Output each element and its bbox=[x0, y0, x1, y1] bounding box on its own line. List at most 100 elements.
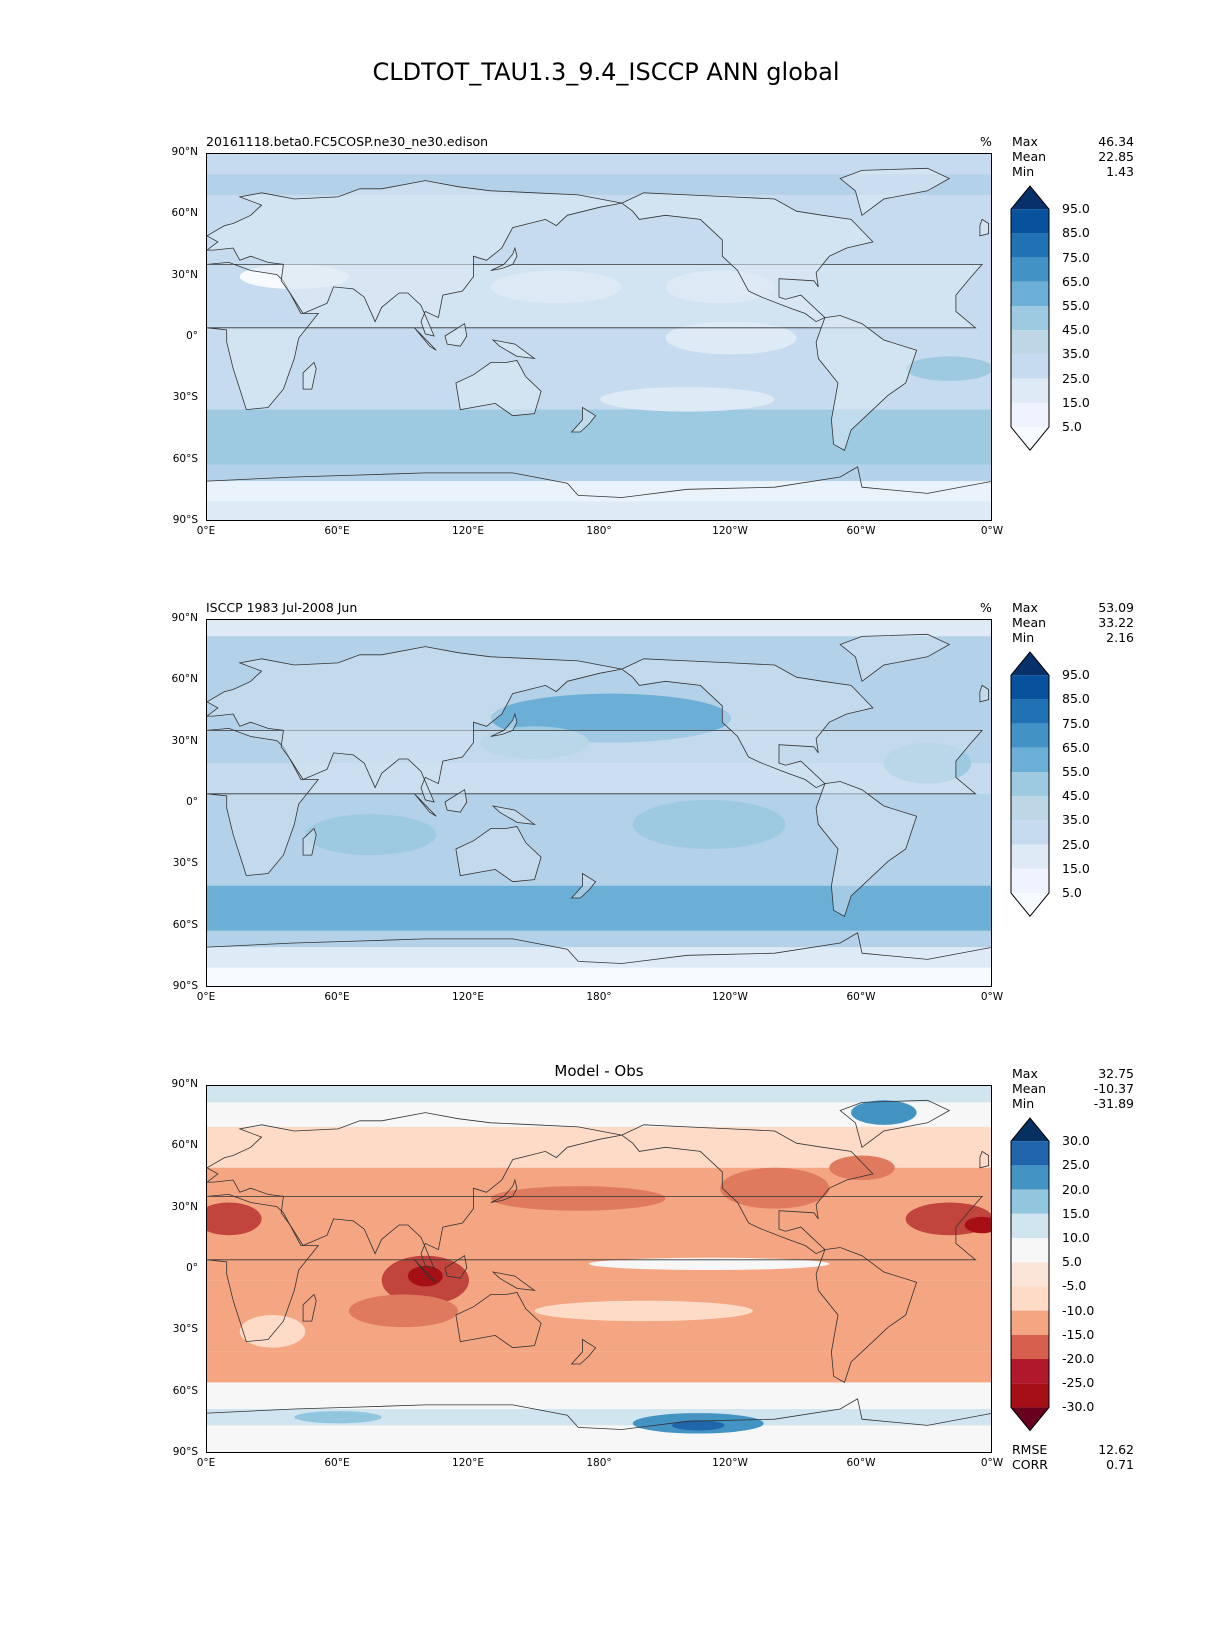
unit-label: % bbox=[980, 600, 992, 615]
lat-tick-label: 90°S bbox=[172, 1446, 198, 1458]
lon-tick-label: 0°W bbox=[980, 525, 1004, 537]
stat-max-label: Max bbox=[1012, 134, 1038, 149]
figure-title: CLDTOT_TAU1.3_9.4_ISCCP ANN global bbox=[372, 58, 840, 86]
colorbar-tick-label: -15.0 bbox=[1062, 1326, 1095, 1342]
stat-mean: 33.22 bbox=[1098, 615, 1134, 630]
colorbar-tick-label: 35.0 bbox=[1062, 812, 1090, 828]
stat-max: 46.34 bbox=[1098, 134, 1134, 149]
lon-tick-label: 60°E bbox=[324, 1457, 350, 1469]
colorbar-tick-label: -25.0 bbox=[1062, 1375, 1095, 1391]
lat-tick-label: 90°S bbox=[172, 980, 198, 992]
colorbar-tick-label: 15.0 bbox=[1062, 1205, 1090, 1221]
lat-tick-label: 90°S bbox=[172, 514, 198, 526]
lat-tick-label: 90°N bbox=[171, 612, 198, 624]
colorbar-tick-label: -5.0 bbox=[1062, 1278, 1087, 1294]
stats-block: Max 53.09 Mean 33.22 Min 2.16 bbox=[1012, 600, 1134, 645]
lat-tick-label: 0° bbox=[186, 796, 198, 808]
lon-tick-label: 0°W bbox=[980, 991, 1004, 1003]
lat-tick-label: 30°N bbox=[171, 268, 198, 281]
lon-tick-label: 120°E bbox=[452, 1457, 484, 1469]
stat-mean-label: Mean bbox=[1012, 615, 1047, 630]
lat-tick-label: 90°N bbox=[171, 146, 198, 158]
colorbar-tick-label: 5.0 bbox=[1062, 1254, 1082, 1270]
lat-tick-label: 60°N bbox=[171, 673, 198, 686]
stat-mean: 22.85 bbox=[1098, 149, 1134, 164]
lon-tick-label: 0°E bbox=[196, 1457, 216, 1469]
corr-value: 0.71 bbox=[1106, 1457, 1134, 1472]
panel-diff: Model - Obs Max 32.75 Mean -10.37 Min -31.8… bbox=[0, 1062, 1212, 1485]
colorbar-tick-label: 15.0 bbox=[1062, 860, 1090, 876]
lon-tick-label: 60°W bbox=[846, 991, 876, 1003]
colorbar-tick-label: 25.0 bbox=[1062, 370, 1090, 386]
stat-mean-label: Mean bbox=[1012, 1081, 1047, 1096]
colorbar-tick-label: 55.0 bbox=[1062, 764, 1090, 779]
map-svg bbox=[207, 1086, 991, 1452]
colorbar-tick-label: 85.0 bbox=[1062, 691, 1090, 707]
stat-max-label: Max bbox=[1012, 1066, 1038, 1081]
lat-tick-label: 30°S bbox=[172, 857, 198, 870]
lat-tick-label: 0° bbox=[186, 1262, 198, 1274]
corr-label: CORR bbox=[1012, 1457, 1048, 1472]
colorbar-tick-label: 10.0 bbox=[1062, 1230, 1090, 1245]
lon-tick-label: 60°E bbox=[324, 525, 350, 537]
stat-min: 2.16 bbox=[1106, 630, 1134, 645]
stats-block: Max 32.75 Mean -10.37 Min -31.89 bbox=[1012, 1066, 1134, 1111]
colorbar-tick-label: 45.0 bbox=[1062, 322, 1090, 338]
map-svg bbox=[207, 620, 991, 986]
lon-tick-label: 120°E bbox=[452, 991, 484, 1003]
panel-model: 20161118.beta0.FC5COSP.ne30_ne30.edison … bbox=[0, 133, 1212, 553]
rmse-value: 12.62 bbox=[1098, 1442, 1134, 1457]
colorbar-tick-label: 95.0 bbox=[1062, 667, 1090, 683]
colorbar-tick-label: 85.0 bbox=[1062, 225, 1090, 241]
stat-min-label: Min bbox=[1012, 630, 1035, 645]
lon-tick-label: 120°E bbox=[452, 525, 484, 537]
stat-mean-label: Mean bbox=[1012, 149, 1047, 164]
colorbar-tick-label: 25.0 bbox=[1062, 1157, 1090, 1173]
colorbar-tick-label: -30.0 bbox=[1062, 1399, 1095, 1415]
lat-tick-label: 60°S bbox=[172, 918, 198, 931]
colorbar-svg bbox=[1010, 185, 1050, 451]
stat-max: 32.75 bbox=[1098, 1066, 1134, 1081]
colorbar-tick-label: 30.0 bbox=[1062, 1133, 1090, 1149]
colorbar-tick-label: 20.0 bbox=[1062, 1181, 1090, 1197]
lat-tick-label: 0° bbox=[186, 330, 198, 342]
lon-tick-label: 60°E bbox=[324, 991, 350, 1003]
lon-tick-label: 180° bbox=[586, 1457, 612, 1469]
panel-label: ISCCP 1983 Jul-2008 Jun bbox=[206, 600, 358, 615]
unit-label: % bbox=[980, 134, 992, 149]
colorbar-tick-label: 5.0 bbox=[1062, 885, 1082, 900]
panel-center-title: Model - Obs bbox=[554, 1062, 644, 1080]
lon-tick-label: 0°W bbox=[980, 1457, 1004, 1469]
colorbar-tick-label: -20.0 bbox=[1062, 1351, 1095, 1366]
colorbar-tick-label: 75.0 bbox=[1062, 715, 1090, 731]
colorbar-svg bbox=[1010, 1117, 1050, 1432]
map-plot bbox=[206, 1085, 992, 1453]
lon-tick-label: 0°E bbox=[196, 991, 216, 1003]
colorbar-svg bbox=[1010, 651, 1050, 917]
lat-tick-label: 30°S bbox=[172, 391, 198, 404]
stat-min-label: Min bbox=[1012, 164, 1035, 179]
map-plot bbox=[206, 153, 992, 521]
stat-min-label: Min bbox=[1012, 1096, 1035, 1111]
stat-mean: -10.37 bbox=[1093, 1081, 1134, 1096]
stat-max-label: Max bbox=[1012, 600, 1038, 615]
colorbar-tick-label: 15.0 bbox=[1062, 394, 1090, 410]
stat-max: 53.09 bbox=[1098, 600, 1134, 615]
lat-tick-label: 60°N bbox=[171, 1139, 198, 1152]
panel-obs: ISCCP 1983 Jul-2008 Jun % Max 53.09 Mean 3… bbox=[0, 599, 1212, 1019]
colorbar-tick-label: -10.0 bbox=[1062, 1302, 1095, 1318]
lon-tick-label: 120°W bbox=[712, 991, 748, 1003]
colorbar-tick-label: 35.0 bbox=[1062, 346, 1090, 362]
lon-tick-label: 180° bbox=[586, 991, 612, 1003]
lat-tick-label: 60°N bbox=[171, 207, 198, 220]
colorbar-tick-label: 25.0 bbox=[1062, 836, 1090, 852]
lon-tick-label: 0°E bbox=[196, 525, 216, 537]
colorbar-tick-label: 75.0 bbox=[1062, 249, 1090, 265]
lat-tick-label: 60°S bbox=[172, 452, 198, 465]
lat-tick-label: 90°N bbox=[171, 1078, 198, 1090]
stat-min: 1.43 bbox=[1106, 164, 1134, 179]
map-plot bbox=[206, 619, 992, 987]
lat-tick-label: 30°S bbox=[172, 1323, 198, 1336]
panel-label: 20161118.beta0.FC5COSP.ne30_ne30.edison bbox=[206, 134, 489, 149]
colorbar-tick-label: 65.0 bbox=[1062, 273, 1090, 289]
